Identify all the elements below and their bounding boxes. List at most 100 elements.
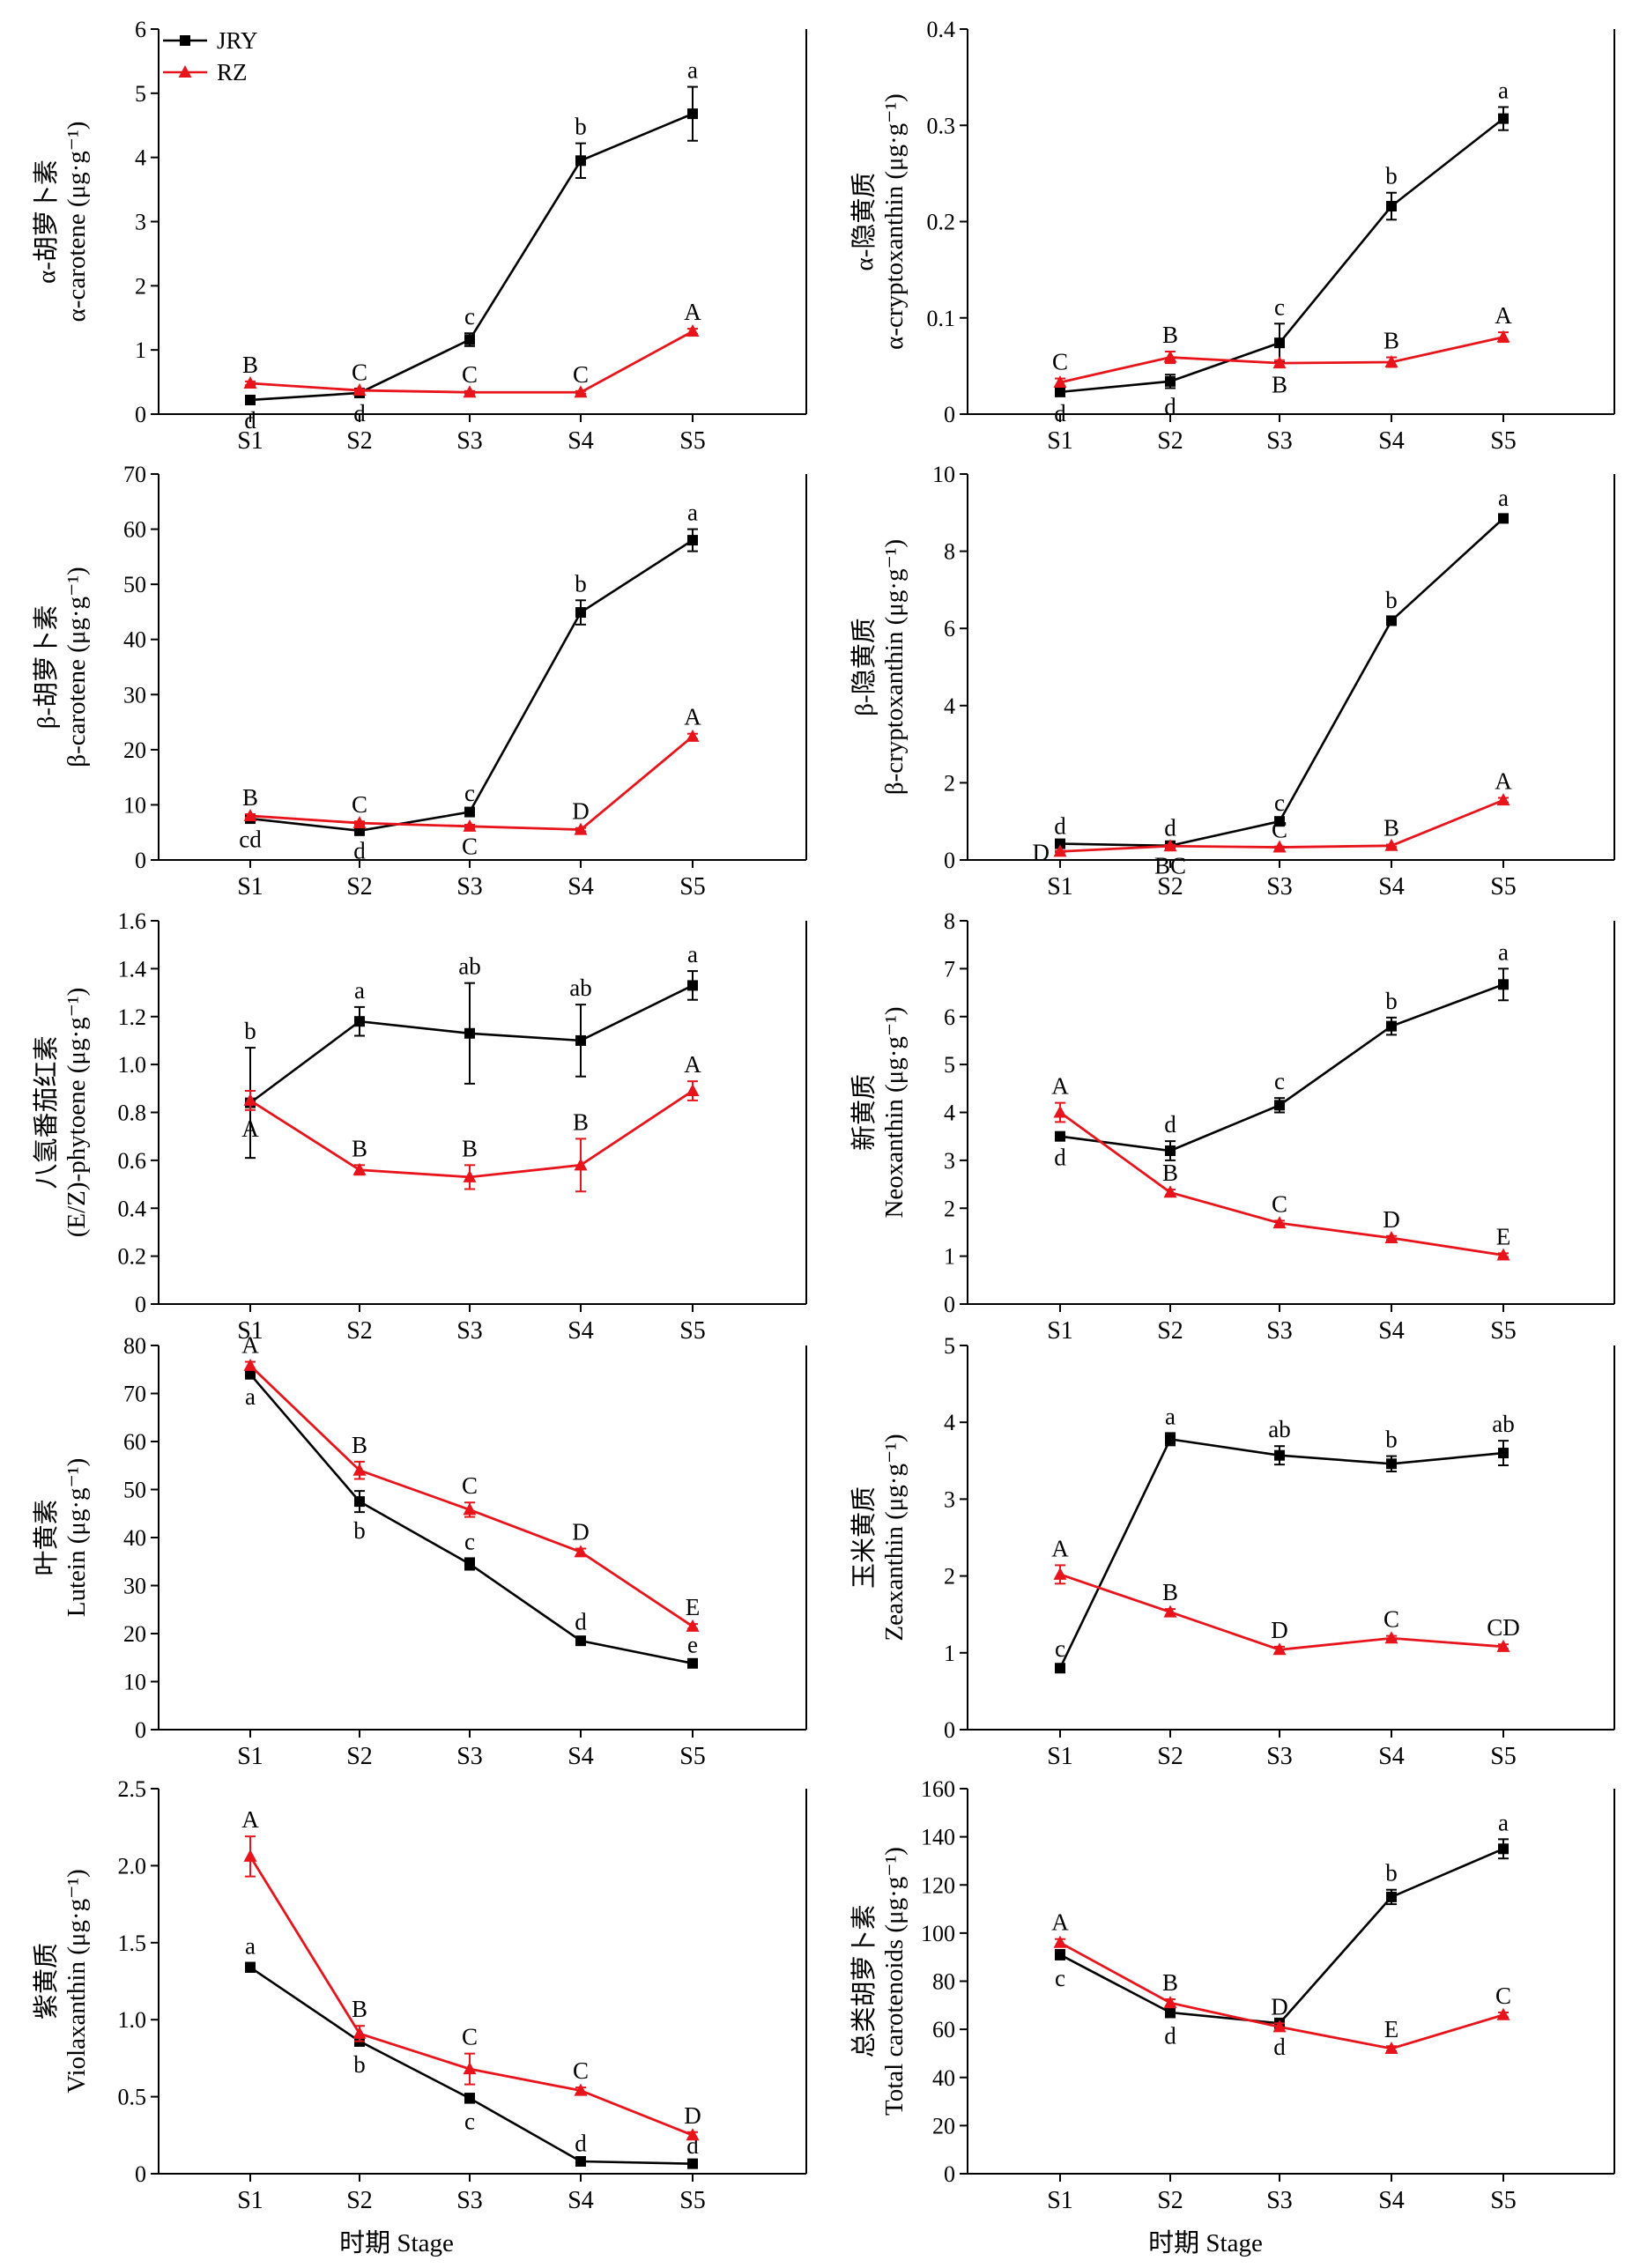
- x-tick-label: S5: [1490, 1743, 1517, 1770]
- series-jry: d d c b a: [1054, 77, 1509, 426]
- x-tick-label: S2: [1157, 2187, 1183, 2214]
- y-tick-label: 8: [944, 908, 955, 934]
- series-line: [1059, 1111, 1504, 1256]
- series-line: [249, 1089, 694, 1179]
- panel-beta-cryptoxanthin: 0 2 4 6 8 10 S1 S2 S3 S4 S5 β-隐黄质 β-cryptoxanthin (μ…: [849, 462, 1615, 901]
- x-tick-label: S1: [237, 427, 263, 455]
- y-tick-label: 0.8: [118, 1101, 147, 1126]
- y-tick-label: 2: [135, 273, 146, 299]
- y-tick-label: 6: [944, 616, 955, 641]
- data-point: [463, 2062, 477, 2075]
- data-point: [574, 385, 588, 398]
- data-point: [243, 1849, 257, 1862]
- x-tick-label: S3: [456, 1317, 483, 1345]
- data-point: [1384, 2041, 1398, 2054]
- y-tick-label: 40: [123, 1525, 146, 1551]
- y-label-cn: 紫黄质: [32, 1943, 61, 2020]
- significance-letter: C: [1383, 1606, 1399, 1633]
- data-point: [1274, 1449, 1285, 1461]
- panel-alpha-carotene: 0 1 2 3 4 5 6 S1 S2 S3 S4 S5 α-胡萝卜素 α-carotene (μg·g⁻…: [32, 17, 807, 455]
- y-tick-label: 4: [944, 1410, 955, 1435]
- data-point: [1498, 1448, 1509, 1459]
- series-rz: A B D E C: [1051, 1909, 1511, 2054]
- y-tick-label: 30: [123, 1574, 146, 1599]
- y-tick-label: 5: [944, 1333, 955, 1359]
- x-tick-label: S2: [346, 427, 373, 455]
- significance-letter: C: [462, 361, 478, 388]
- y-tick-label: 10: [932, 462, 955, 487]
- y-tick-label: 5: [944, 1052, 955, 1078]
- data-point: [245, 394, 256, 405]
- data-point: [1272, 1216, 1287, 1229]
- significance-letter: D: [684, 2102, 701, 2129]
- data-point: [686, 729, 700, 742]
- data-point: [1053, 1105, 1067, 1118]
- y-label-en: Neoxanthin (μg·g⁻¹): [880, 1006, 909, 1218]
- data-point: [352, 1463, 367, 1476]
- data-point: [1165, 1145, 1176, 1156]
- data-point: [243, 1093, 257, 1106]
- data-point: [574, 1158, 588, 1171]
- y-tick-label: 6: [135, 17, 146, 42]
- significance-letter: D: [1271, 1617, 1288, 1643]
- series-jry: cd d c b a: [239, 500, 698, 864]
- y-tick-label: 2.5: [118, 1776, 147, 1802]
- significance-letter: d: [1054, 400, 1066, 426]
- y-tick-label: 0: [944, 2161, 955, 2187]
- x-tick-label: S1: [237, 2187, 263, 2214]
- significance-letter: a: [1498, 77, 1509, 103]
- significance-letter: a: [1498, 938, 1509, 965]
- y-tick-label: 2: [944, 770, 955, 796]
- y-tick-label: 3: [135, 210, 146, 235]
- data-point: [464, 1027, 475, 1039]
- series-rz: A B D C CD: [1051, 1535, 1520, 1656]
- data-point: [243, 376, 257, 389]
- y-tick-label: 120: [921, 1872, 955, 1898]
- series-rz: A B B B A: [241, 1051, 701, 1193]
- x-tick-label: S2: [346, 1317, 373, 1345]
- significance-letter: a: [687, 941, 698, 967]
- y-tick-label: 80: [932, 1969, 955, 1995]
- significance-letter: A: [1495, 302, 1512, 329]
- x-tick-label: S1: [1047, 1317, 1073, 1345]
- y-tick-label: 1.0: [118, 1052, 147, 1078]
- data-point: [1163, 1185, 1177, 1198]
- data-point: [1384, 838, 1398, 851]
- y-label-en: α-cryptoxanthin (μg·g⁻¹): [880, 93, 909, 350]
- significance-letter: b: [1385, 163, 1398, 189]
- y-label-cn: 玉米黄质: [849, 1486, 879, 1589]
- significance-letter: a: [687, 500, 698, 526]
- data-point: [574, 822, 588, 835]
- data-point: [687, 535, 698, 546]
- legend: JRY RZ: [163, 27, 258, 85]
- significance-letter: c: [1274, 1068, 1285, 1094]
- data-point: [1055, 386, 1065, 397]
- data-point: [1498, 979, 1509, 990]
- significance-letter: ab: [458, 953, 480, 980]
- panel-total-carotenoids: 0 20 40 60 80 100 120 140 160 S1 S2 S3 S4 S5 总类胡萝卜素 Tot…: [849, 1776, 1615, 2214]
- y-tick-label: 70: [123, 1382, 146, 1407]
- significance-letter: c: [1055, 1635, 1065, 1662]
- panel-beta-carotene: 0 10 20 30 40 50 60 70 S1 S2 S3 S4 S5 β-胡萝卜素 β-caroten…: [32, 462, 807, 901]
- significance-letter: a: [1165, 1403, 1176, 1429]
- x-tick-label: S4: [1378, 1743, 1405, 1770]
- data-point: [687, 1657, 698, 1669]
- y-tick-label: 60: [123, 1429, 146, 1455]
- series-jry: d d c b a: [244, 57, 698, 434]
- y-tick-label: 0: [944, 1717, 955, 1743]
- significance-letter: D: [1033, 839, 1050, 865]
- significance-letter: A: [1051, 1073, 1069, 1100]
- data-point: [243, 808, 257, 821]
- x-tick-label: S5: [1490, 427, 1517, 455]
- significance-letter: d: [1164, 2022, 1176, 2049]
- significance-letter: B: [1383, 814, 1399, 841]
- x-tick-label: S2: [1157, 873, 1183, 901]
- x-tick-label: S3: [1266, 873, 1293, 901]
- significance-letter: BC: [1154, 853, 1186, 879]
- x-tick-label: S2: [346, 1743, 373, 1770]
- data-point: [1496, 2007, 1510, 2020]
- series-rz: A B C D E: [241, 1332, 700, 1632]
